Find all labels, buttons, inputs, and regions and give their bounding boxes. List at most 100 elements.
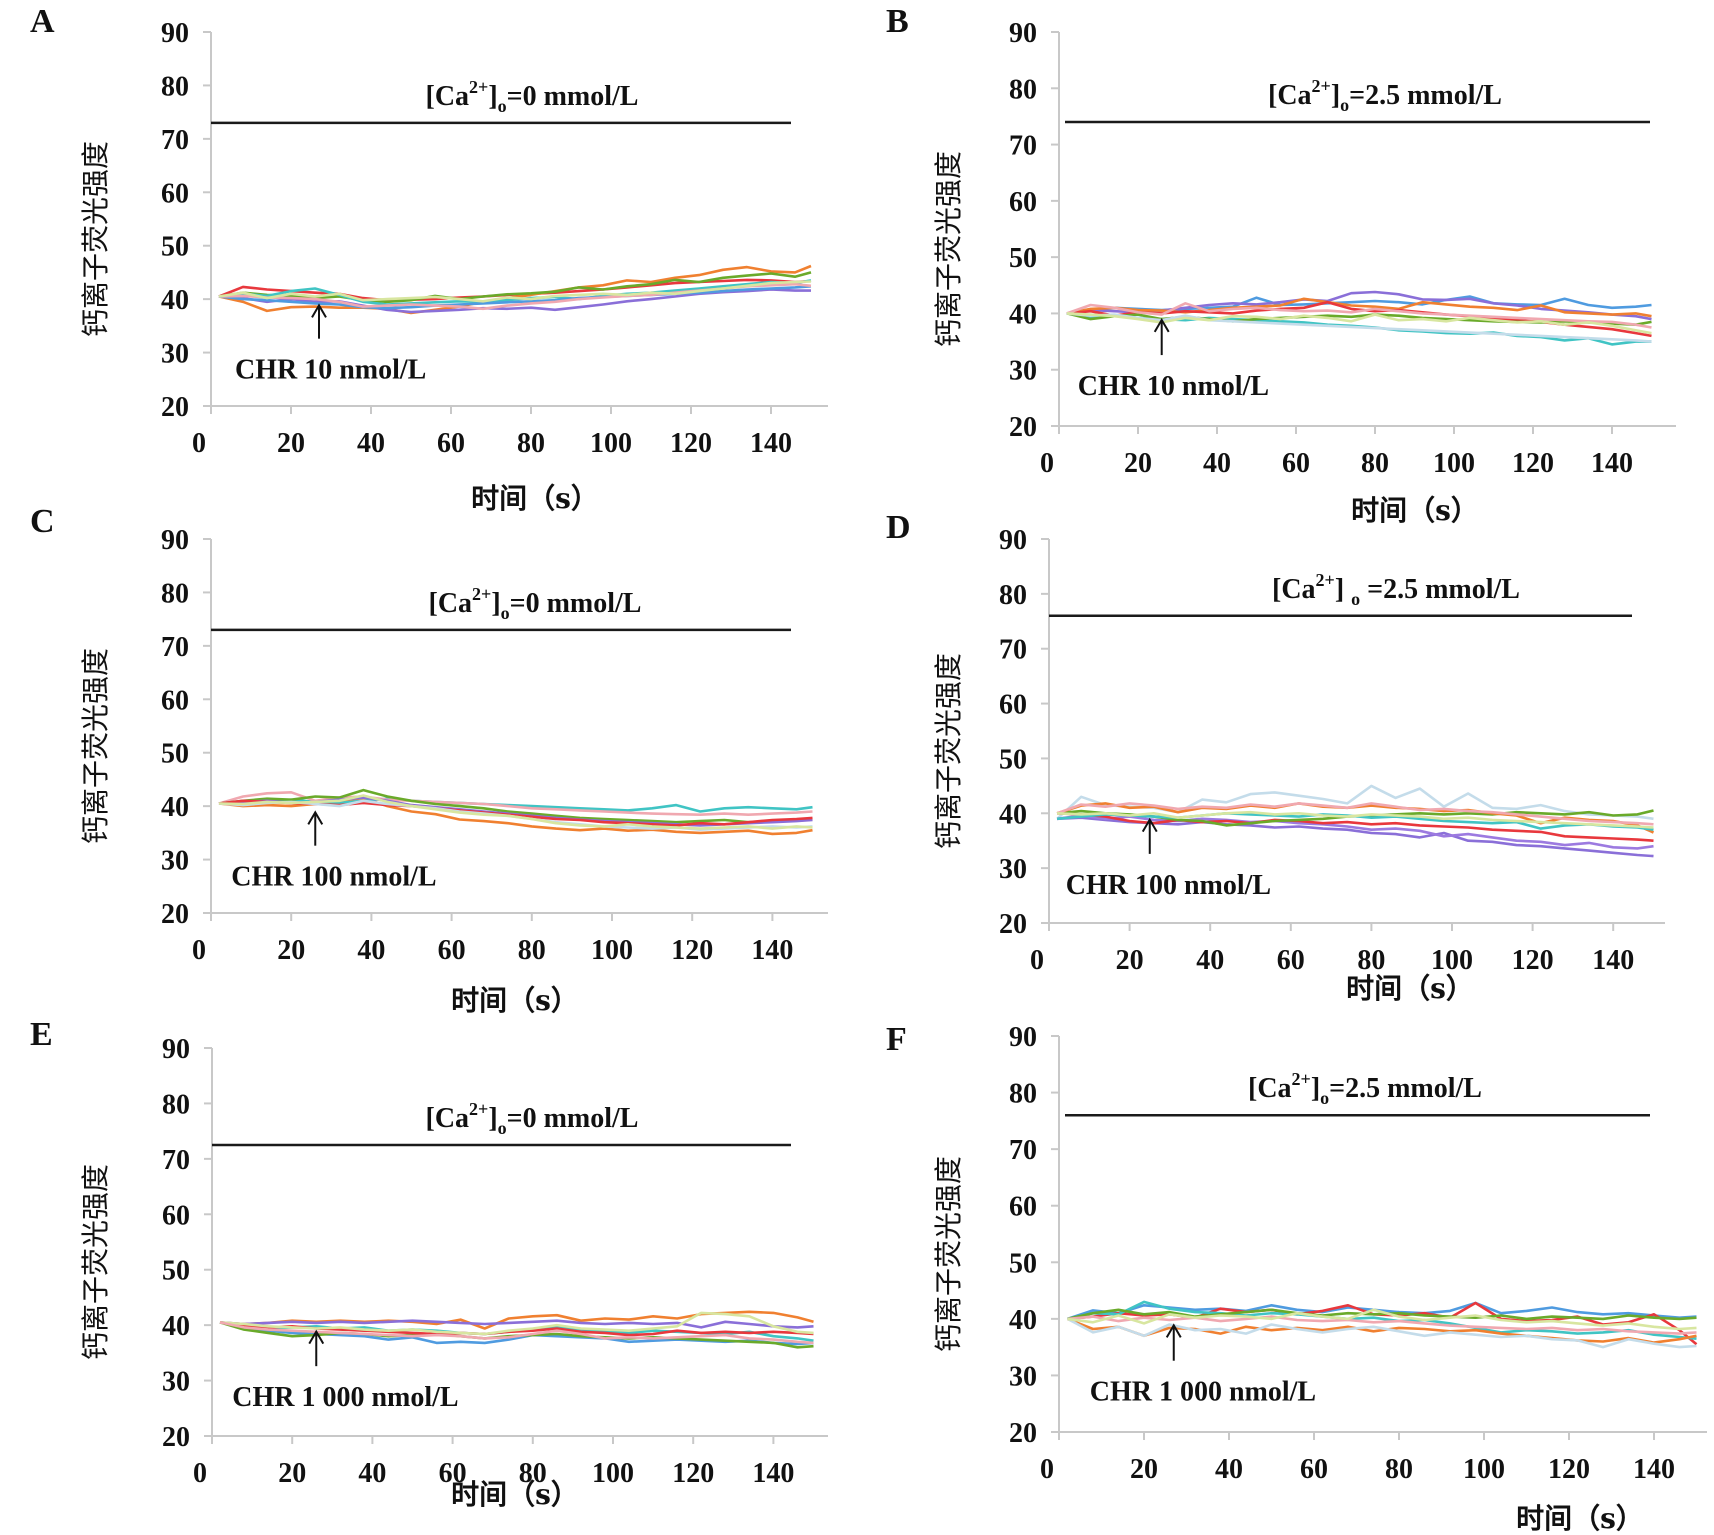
calcium-condition-label: [Ca2+]o=0 mmol/L	[429, 584, 642, 623]
y-tick-label: 40	[161, 792, 189, 823]
x-tick-label: 0	[192, 428, 206, 459]
x-tick-label: 100	[592, 1458, 634, 1489]
x-tick-label: 140	[751, 935, 793, 966]
panel-letter: B	[886, 3, 909, 40]
drug-annotation-label: CHR 100 nmol/L	[231, 862, 436, 893]
x-tick-label: 0	[192, 935, 206, 966]
y-tick-label: 70	[162, 1145, 190, 1176]
x-tick-label: 40	[1215, 1454, 1243, 1485]
y-tick-label: 30	[162, 1367, 190, 1398]
x-tick-label: 140	[752, 1458, 794, 1489]
x-tick-label: 40	[1203, 448, 1231, 479]
y-tick-label: 60	[1009, 1192, 1037, 1223]
y-tick-label: 30	[1009, 356, 1037, 387]
y-axis-title: 钙离子荧光强度	[932, 653, 965, 849]
arrow-head	[1153, 317, 1170, 333]
y-tick-label: 90	[1009, 1022, 1037, 1053]
y-tick-label: 80	[162, 1089, 190, 1120]
series-line-cell-8	[218, 280, 812, 303]
y-tick-label: 80	[999, 580, 1027, 611]
x-tick-label: 60	[438, 935, 466, 966]
x-tick-label: 0	[193, 1458, 207, 1489]
series-line-cell-3	[1056, 814, 1654, 850]
y-tick-label: 40	[161, 285, 189, 316]
drug-annotation-label: CHR 100 nmol/L	[1066, 870, 1271, 901]
series-line-cell-8	[218, 794, 813, 830]
y-tick-label: 40	[999, 799, 1027, 830]
y-tick-label: 20	[999, 909, 1027, 940]
y-tick-label: 80	[1009, 74, 1037, 105]
x-tick-label: 40	[357, 935, 385, 966]
x-tick-label: 140	[1592, 945, 1634, 976]
y-tick-label: 50	[1009, 243, 1037, 274]
x-tick-label: 20	[1116, 945, 1144, 976]
x-tick-label: 80	[1361, 448, 1389, 479]
drug-annotation-label: CHR 1 000 nmol/L	[1090, 1377, 1316, 1408]
series-line-cell-9	[1057, 810, 1654, 829]
x-tick-label: 120	[1512, 945, 1554, 976]
y-tick-label: 90	[999, 525, 1027, 556]
x-tick-label: 0	[1040, 448, 1054, 479]
y-tick-label: 80	[161, 71, 189, 102]
calcium-condition-label: [Ca2+]o=0 mmol/L	[426, 1099, 639, 1138]
x-tick-label: 140	[1633, 1454, 1675, 1485]
y-tick-label: 60	[999, 690, 1027, 721]
arrow-head	[307, 810, 324, 825]
series-line-cell-7	[1067, 1315, 1697, 1335]
series-line-cell-4	[218, 788, 813, 824]
calcium-condition-label: [Ca2+] o =2.5 mmol/L	[1272, 570, 1520, 609]
x-tick-label: 60	[437, 428, 465, 459]
drug-annotation-label: CHR 10 nmol/L	[1078, 371, 1269, 402]
x-tick-label: 80	[517, 428, 545, 459]
series-line-cell-7	[1066, 301, 1652, 329]
x-tick-label: 60	[1300, 1454, 1328, 1485]
y-tick-label: 50	[1009, 1248, 1037, 1279]
y-axis-title: 钙离子荧光强度	[932, 151, 965, 347]
x-tick-label: 80	[1357, 945, 1385, 976]
y-tick-label: 30	[999, 854, 1027, 885]
x-tick-label: 60	[1282, 448, 1310, 479]
y-tick-label: 50	[999, 744, 1027, 775]
x-tick-label: 0	[1030, 945, 1044, 976]
arrow-head	[311, 303, 327, 318]
series-line-cell-8	[1056, 802, 1654, 826]
y-tick-label: 30	[1009, 1361, 1037, 1392]
x-tick-label: 120	[1548, 1454, 1590, 1485]
y-tick-label: 80	[161, 578, 189, 609]
series-line-cell-3	[1067, 1300, 1697, 1340]
x-tick-label: 120	[672, 1458, 714, 1489]
x-tick-label: 140	[750, 428, 792, 459]
y-tick-label: 20	[162, 1422, 190, 1453]
x-tick-label: 40	[358, 1458, 386, 1489]
x-tick-label: 20	[277, 935, 305, 966]
y-tick-label: 90	[161, 525, 189, 556]
y-tick-label: 50	[162, 1256, 190, 1287]
x-axis-title: 时间（s）	[1351, 494, 1479, 527]
x-tick-label: 20	[278, 1458, 306, 1489]
y-tick-label: 70	[999, 635, 1027, 666]
y-tick-label: 20	[1009, 1418, 1037, 1449]
series-line-cell-8	[1067, 1308, 1697, 1331]
y-tick-label: 50	[161, 739, 189, 770]
x-tick-label: 20	[277, 428, 305, 459]
panel-letter: E	[30, 1016, 53, 1053]
panel-letter: C	[30, 503, 55, 540]
x-tick-label: 80	[519, 1458, 547, 1489]
panel-letter: A	[30, 3, 55, 40]
y-axis-title: 钙离子荧光强度	[79, 141, 112, 337]
x-tick-label: 60	[439, 1458, 467, 1489]
y-tick-label: 20	[161, 899, 189, 930]
arrow-head	[308, 1329, 325, 1345]
y-tick-label: 60	[161, 178, 189, 209]
x-tick-label: 40	[1196, 945, 1224, 976]
series-line-cell-7	[219, 1311, 814, 1336]
x-tick-label: 100	[590, 428, 632, 459]
y-tick-label: 30	[161, 339, 189, 370]
x-tick-label: 100	[1431, 945, 1473, 976]
y-tick-label: 80	[1009, 1079, 1037, 1110]
y-tick-label: 20	[1009, 412, 1037, 443]
series-line-cell-2	[1067, 1301, 1698, 1346]
